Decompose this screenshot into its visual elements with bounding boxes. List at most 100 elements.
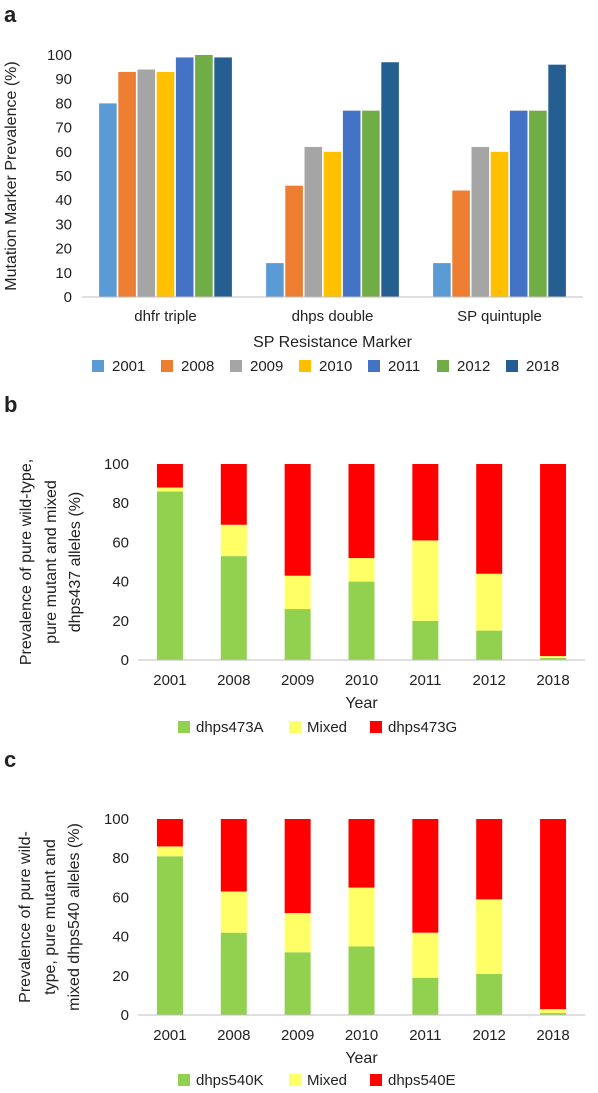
bar-Mixed-2018 (540, 1009, 567, 1014)
y-tick-label: 50 (55, 168, 72, 185)
bar-Mixed-2009 (284, 575, 311, 610)
x-tick-label: 2001 (153, 1027, 186, 1044)
bar-dhps473A-2010 (348, 581, 375, 660)
y-axis-title-line: pure mutant and mixed (43, 480, 60, 644)
bar-Mixed-2012 (476, 899, 503, 974)
bar-2001-0 (99, 103, 117, 298)
x-tick-label: dhfr triple (134, 308, 197, 325)
bar-2009-1 (304, 146, 323, 297)
y-axis-title-line: Prevalence of pure wild- (17, 831, 34, 1003)
legend-label: dhps540K (196, 1072, 264, 1089)
bar-dhps473A-2009 (284, 609, 311, 660)
x-tick-label: 2008 (217, 672, 250, 689)
y-tick-label: 80 (112, 850, 129, 867)
bar-2008-0 (118, 71, 136, 297)
y-tick-label: 60 (112, 534, 129, 551)
legend-label: Mixed (307, 1072, 347, 1089)
legend-label: 2001 (112, 358, 145, 375)
bar-dhps540K-2008 (220, 932, 247, 1015)
chart-panel-a: a 0 10 20 30 40 50 60 70 80 90 100 dhfr triple dhps d… (0, 0, 598, 385)
y-tick-label: 0 (121, 1007, 129, 1024)
y-axis-title-line: type, pure mutant and (42, 839, 59, 995)
bar-2012-2 (529, 110, 547, 297)
legend-swatch-dhps473G (370, 721, 382, 733)
legend-swatch-2011 (368, 360, 380, 372)
x-tick-label: dhps double (292, 308, 374, 325)
x-tick-label: 2018 (536, 672, 569, 689)
bar-dhps540E-2011 (412, 819, 439, 933)
bar-dhps473A-2008 (220, 556, 247, 660)
x-tick-label: 2011 (409, 1027, 441, 1044)
y-tick-label: 30 (55, 216, 72, 233)
bar-2001-1 (266, 263, 284, 297)
x-tick-label: 2012 (473, 1027, 506, 1044)
y-tick-label: 80 (55, 95, 72, 112)
legend-swatch-Mixed (289, 1074, 301, 1086)
bar-dhps540E-2009 (284, 819, 311, 914)
bar-dhps540K-2010 (348, 946, 375, 1015)
x-tick-label: 2008 (217, 1027, 250, 1044)
y-axis-title-line: dhps437 alleles (%) (67, 492, 84, 633)
bar-2011-2 (509, 110, 528, 297)
bar-2018-2 (548, 64, 566, 298)
panel-label: a (4, 2, 17, 27)
y-tick-label: 60 (55, 144, 72, 161)
x-tick-label: 2009 (281, 672, 314, 689)
legend-label: dhps540E (388, 1072, 456, 1089)
x-tick-label: SP quintuple (457, 308, 542, 325)
legend-swatch-2008 (161, 360, 173, 372)
legend-swatch-2001 (92, 360, 104, 372)
y-tick-label: 80 (112, 495, 129, 512)
y-axis-title-line: mixed dhps540 alleles (%) (66, 823, 83, 1011)
bar-Mixed-2008 (220, 891, 247, 933)
bar-2010-1 (323, 151, 342, 297)
legend-label: 2010 (319, 358, 352, 375)
bar-dhps540E-2018 (540, 819, 567, 1010)
bar-Mixed-2010 (348, 887, 375, 947)
bar-Mixed-2008 (220, 524, 247, 557)
bar-dhps540K-2018 (540, 1013, 567, 1015)
x-tick-label: 2011 (409, 672, 441, 689)
bar-2009-0 (137, 69, 156, 298)
y-tick-label: 20 (112, 968, 129, 985)
x-tick-label: 2012 (473, 672, 506, 689)
legend-swatch-2018 (506, 360, 518, 372)
bar-dhps473G-2001 (156, 464, 183, 488)
bar-dhps540E-2010 (348, 819, 375, 888)
legend-label: 2011 (388, 358, 420, 375)
x-tick-label: 2010 (345, 672, 378, 689)
bar-2012-1 (362, 110, 380, 297)
y-tick-label: 60 (112, 889, 129, 906)
bar-2009-2 (471, 146, 490, 297)
bar-dhps473G-2018 (540, 464, 567, 657)
legend-swatch-dhps540E (370, 1074, 382, 1086)
legend-swatch-dhps473A (178, 721, 190, 733)
chart-panel-b: b 0 20 40 60 80 100 2001 2008 2009 2010 2011 2012 201… (0, 385, 598, 740)
bar-dhps473A-2018 (540, 658, 567, 660)
bar-dhps473G-2008 (220, 464, 247, 525)
bar-dhps473G-2009 (284, 464, 311, 576)
legend-label: 2009 (250, 358, 283, 375)
y-axis-title-line: Prevalence of pure wild-type, (18, 459, 35, 665)
x-tick-label: 2018 (536, 1027, 569, 1044)
y-tick-label: 20 (112, 613, 129, 630)
y-tick-label: 0 (121, 652, 129, 669)
y-tick-label: 40 (112, 929, 129, 946)
bar-2010-0 (156, 71, 175, 297)
bar-2011-1 (342, 110, 361, 297)
x-tick-label: 2009 (281, 1027, 314, 1044)
y-tick-label: 0 (64, 289, 72, 306)
legend-swatch-Mixed (289, 721, 301, 733)
x-tick-label: 2001 (153, 672, 186, 689)
bar-Mixed-2001 (156, 846, 183, 857)
bar-dhps540K-2009 (284, 952, 311, 1015)
y-tick-label: 40 (112, 574, 129, 591)
bar-2001-2 (433, 263, 451, 297)
legend-label: Mixed (307, 719, 347, 736)
bar-2012-0 (195, 55, 213, 297)
y-tick-label: 70 (55, 120, 72, 137)
bar-Mixed-2012 (476, 573, 503, 631)
bar-Mixed-2018 (540, 656, 567, 659)
panel-label: b (4, 392, 17, 417)
x-axis-title: Year (345, 1050, 378, 1067)
